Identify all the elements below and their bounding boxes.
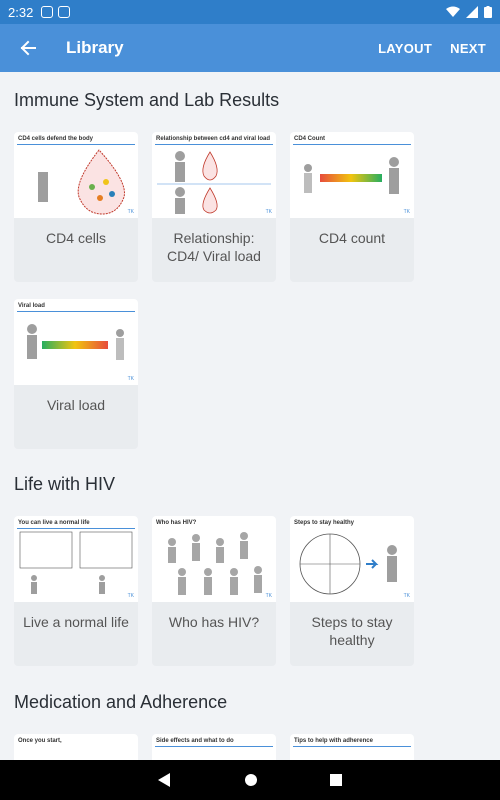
card-adherence-tips[interactable]: Tips to help with adherence (290, 734, 414, 760)
next-button[interactable]: NEXT (450, 40, 486, 56)
card-label: Live a normal life (23, 614, 129, 630)
thumbnail-cd4-count: CD4 Count TK (290, 132, 414, 218)
section-title-medication: Medication and Adherence (14, 692, 228, 712)
section-title-immune: Immune System and Lab Results (14, 90, 280, 110)
status-time: 2:32 (8, 4, 34, 20)
card-side-effects[interactable]: Side effects and what to do (152, 734, 276, 760)
page-title: Library (66, 38, 124, 57)
thumbnail-cd4-cells: CD4 cells defend the body TK (14, 132, 138, 218)
card-viral-load[interactable]: Viral load TK Viral load (14, 299, 138, 449)
thumbnail-viral-load: Viral load TK (14, 299, 138, 385)
sd-card-icon (58, 6, 71, 18)
thumbnail-live-normal-life: You can live a normal life TK (14, 516, 138, 602)
thumbnail-relationship: Relationship between cd4 and viral load … (152, 132, 276, 218)
back-button[interactable] (0, 24, 56, 72)
card-who-has-hiv[interactable]: Who has HIV? TK Who has HIV? (152, 516, 276, 666)
nav-home-icon[interactable] (244, 773, 258, 787)
thumbnail-adherence-tips: Tips to help with adherence (290, 734, 414, 760)
thumbnail-side-effects: Side effects and what to do (152, 734, 276, 760)
thumbnail-who-has-hiv: Who has HIV? TK (152, 516, 276, 602)
navigation-bar (0, 760, 500, 800)
thumbnail-once-you-start: Once you start, (14, 734, 138, 760)
card-label: Steps to stay healthy (311, 614, 393, 648)
notification-icon (41, 6, 54, 18)
card-label: CD4 count (318, 230, 386, 246)
arrow-back-icon (20, 40, 36, 56)
nav-recents-icon[interactable] (330, 774, 342, 786)
battery-icon (484, 6, 492, 18)
card-steps-to-stay-healthy[interactable]: Steps to stay healthy TK Steps to stay h… (290, 516, 414, 666)
card-live-normal-life[interactable]: You can live a normal life TK Live a nor… (14, 516, 138, 666)
wifi-icon (446, 6, 460, 17)
card-once-you-start[interactable]: Once you start, (14, 734, 138, 760)
signal-icon (466, 6, 478, 18)
card-label: Viral load (46, 397, 106, 413)
nav-back-icon[interactable] (158, 773, 172, 787)
layout-button[interactable]: LAYOUT (378, 40, 433, 56)
card-cd4-cells[interactable]: CD4 cells defend the body TK CD4 cells (14, 132, 138, 282)
card-label: Relationship: CD4/ Viral load (167, 230, 261, 264)
card-cd4-count[interactable]: CD4 Count TK CD4 count (290, 132, 414, 282)
card-label: CD4 cells (46, 230, 106, 246)
card-relationship-cd4-viral-load[interactable]: Relationship between cd4 and viral load … (152, 132, 276, 282)
app-bar: Library LAYOUT NEXT (0, 24, 500, 72)
thumbnail-steps-to-stay-healthy: Steps to stay healthy TK (290, 516, 414, 602)
status-bar: 2:32 (0, 0, 500, 24)
library-content[interactable]: Immune System and Lab Results CD4 cells … (0, 72, 500, 760)
section-title-life-with-hiv: Life with HIV (14, 474, 116, 494)
card-label: Who has HIV? (168, 614, 260, 630)
